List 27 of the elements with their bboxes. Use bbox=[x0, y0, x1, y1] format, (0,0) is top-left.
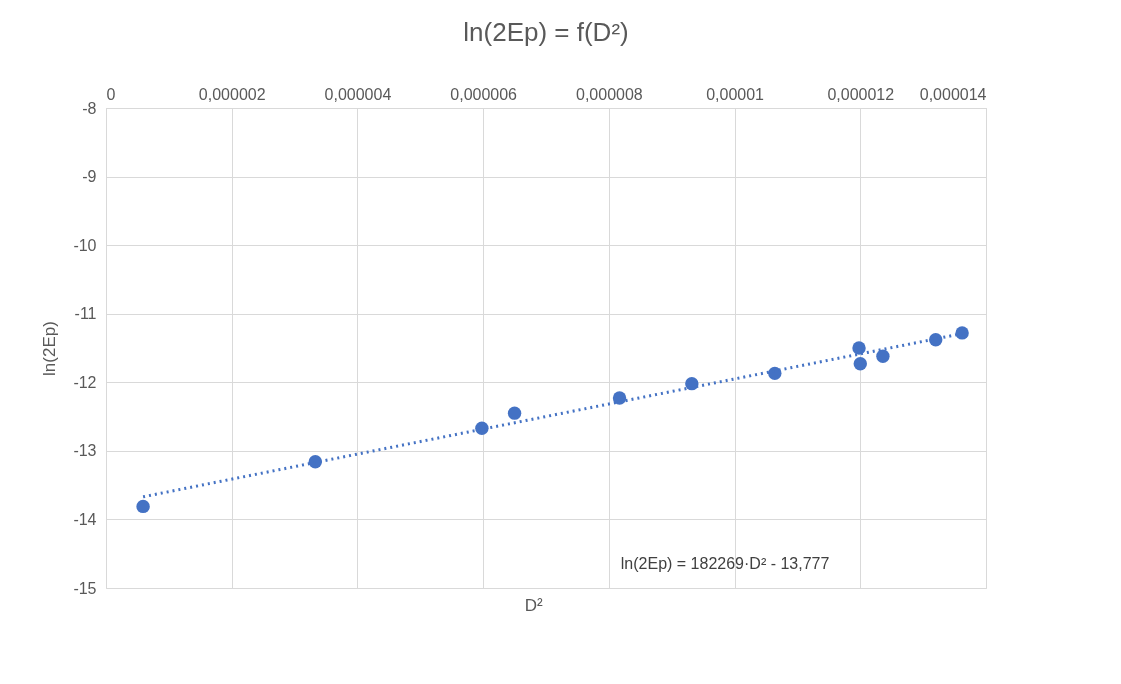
x-tick-label: 0,000012 bbox=[827, 85, 895, 103]
y-tick-label: -8 bbox=[82, 99, 97, 117]
y-tick-label: -11 bbox=[74, 305, 97, 323]
y-tick-label: -12 bbox=[73, 373, 97, 391]
point bbox=[955, 326, 969, 340]
x-tick-label: 0,000002 bbox=[198, 85, 266, 103]
point bbox=[876, 349, 890, 363]
point bbox=[852, 341, 866, 355]
x-tick-label: 0,000004 bbox=[324, 85, 392, 103]
point bbox=[685, 376, 699, 391]
y-tick-label: -9 bbox=[82, 168, 97, 186]
x-tick-label: 0,000006 bbox=[450, 85, 518, 103]
x-tick-label: 0,00001 bbox=[706, 85, 765, 103]
point bbox=[853, 357, 867, 371]
x-tick-label: 0,000008 bbox=[575, 85, 643, 103]
y-axis-title: ln(2Ep) bbox=[40, 321, 60, 376]
y-tick-label: -15 bbox=[73, 579, 97, 597]
point bbox=[507, 406, 522, 420]
y-tick-label: -13 bbox=[73, 442, 97, 460]
y-tick-label: -14 bbox=[73, 510, 97, 528]
y-tick-label: -10 bbox=[73, 236, 97, 254]
annotation: ln(2Ep) = 182269·D² - 13,777 bbox=[620, 555, 830, 572]
x-tick-label: 0,000014 bbox=[919, 85, 987, 103]
x-axis-title: D² bbox=[524, 596, 543, 615]
chart-title: ln(2Ep) = f(D²) bbox=[463, 17, 629, 47]
x-tick-label: 0 bbox=[106, 85, 116, 103]
point bbox=[136, 499, 150, 514]
